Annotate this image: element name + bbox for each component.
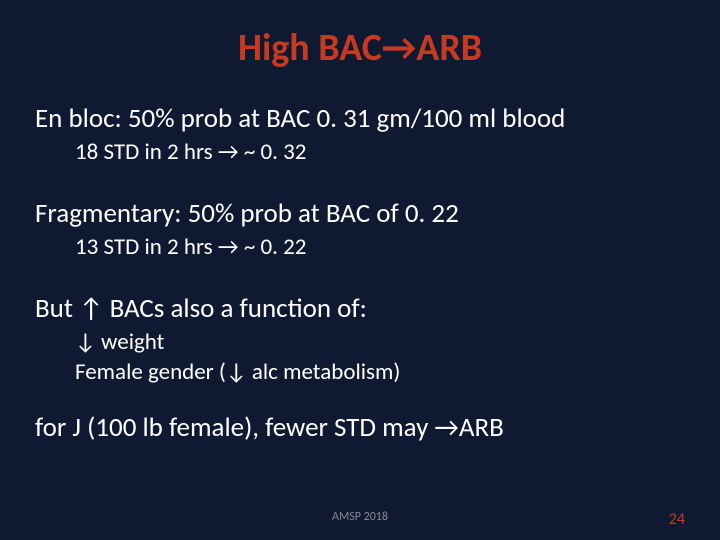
main-text: En bloc: 50% prob at BAC 0. 31 gm/100 ml…: [35, 101, 685, 136]
page-number: 24: [669, 510, 685, 529]
slide-container: High BAC→ARB En bloc: 50% prob at BAC 0.…: [0, 0, 720, 540]
main-text: But ↑ BACs also a function of:: [35, 291, 685, 326]
footer-center-text: AMSP 2018: [332, 510, 388, 524]
content-block-4: for J (100 lb female), fewer STD may →AR…: [35, 410, 685, 445]
content-block-3: But ↑ BACs also a function of: ↓ weight …: [35, 291, 685, 388]
main-text: for J (100 lb female), fewer STD may →AR…: [35, 410, 685, 445]
sub-text: 13 STD in 2 hrs → ~ 0. 22: [75, 233, 685, 263]
slide-title: High BAC→ARB: [35, 25, 685, 71]
main-text: Fragmentary: 50% prob at BAC of 0. 22: [35, 196, 685, 231]
content-block-2: Fragmentary: 50% prob at BAC of 0. 22 13…: [35, 196, 685, 263]
content-block-1: En bloc: 50% prob at BAC 0. 31 gm/100 ml…: [35, 101, 685, 168]
sub-text: ↓ weight: [75, 328, 685, 358]
slide-footer: AMSP 2018 24: [0, 510, 720, 530]
sub-text: Female gender (↓ alc metabolism): [75, 358, 685, 388]
sub-text: 18 STD in 2 hrs → ~ 0. 32: [75, 138, 685, 168]
